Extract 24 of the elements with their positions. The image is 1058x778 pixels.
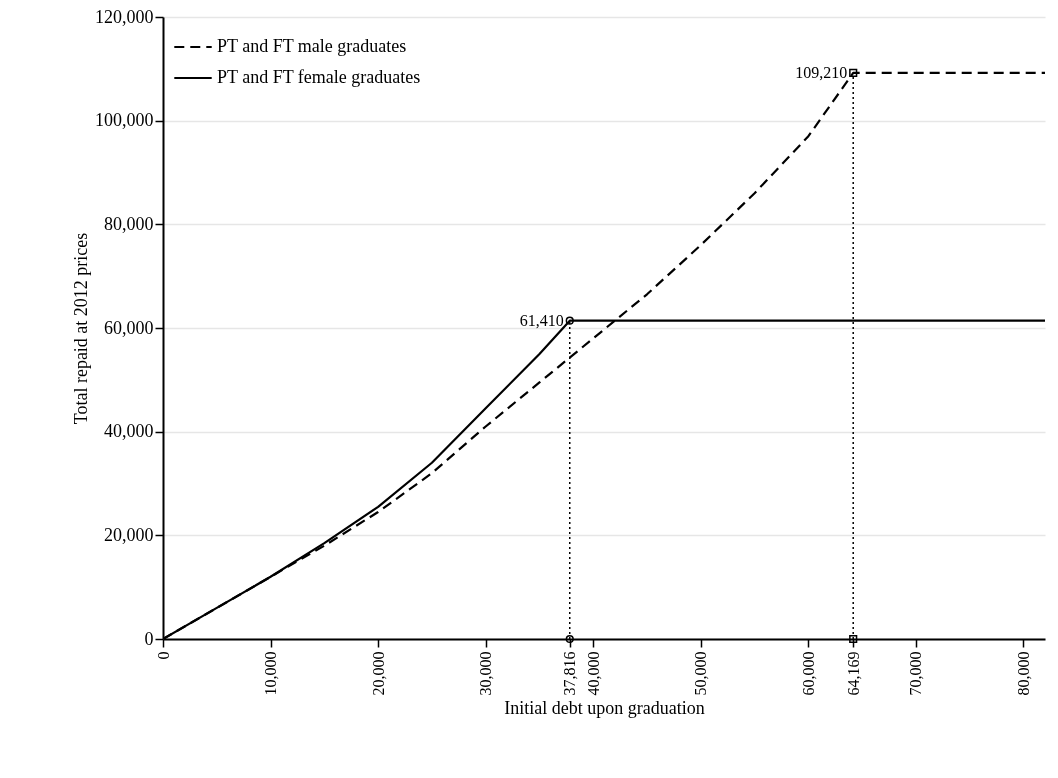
x-tick-label: 37,816	[561, 651, 579, 696]
y-tick-label: 20,000	[104, 524, 154, 545]
legend-label: PT and FT female graduates	[217, 67, 421, 87]
x-tick-label: 20,000	[369, 651, 387, 696]
annotation: 61,410	[519, 311, 564, 329]
x-tick-label: 64,169	[844, 651, 862, 696]
annotation: 109,210	[795, 63, 848, 81]
x-tick-label: 30,000	[477, 651, 495, 696]
x-axis-title: Initial debt upon graduation	[504, 697, 705, 718]
x-tick-label: 80,000	[1014, 651, 1032, 696]
x-tick-label: 10,000	[262, 651, 280, 696]
y-tick-label: 80,000	[104, 213, 154, 234]
x-tick-label: 0	[154, 651, 172, 660]
x-tick-label: 40,000	[584, 651, 602, 696]
y-tick-label: 40,000	[104, 421, 154, 442]
x-tick-label: 70,000	[907, 651, 925, 696]
y-axis-title: Total repaid at 2012 prices	[71, 232, 91, 425]
y-tick-label: 100,000	[95, 110, 154, 131]
y-tick-label: 0	[144, 628, 154, 649]
y-tick-label: 120,000	[95, 6, 154, 27]
legend-label: PT and FT male graduates	[217, 36, 407, 56]
y-tick-label: 60,000	[104, 317, 154, 338]
x-tick-label: 50,000	[692, 651, 710, 696]
x-tick-label: 60,000	[799, 651, 817, 696]
